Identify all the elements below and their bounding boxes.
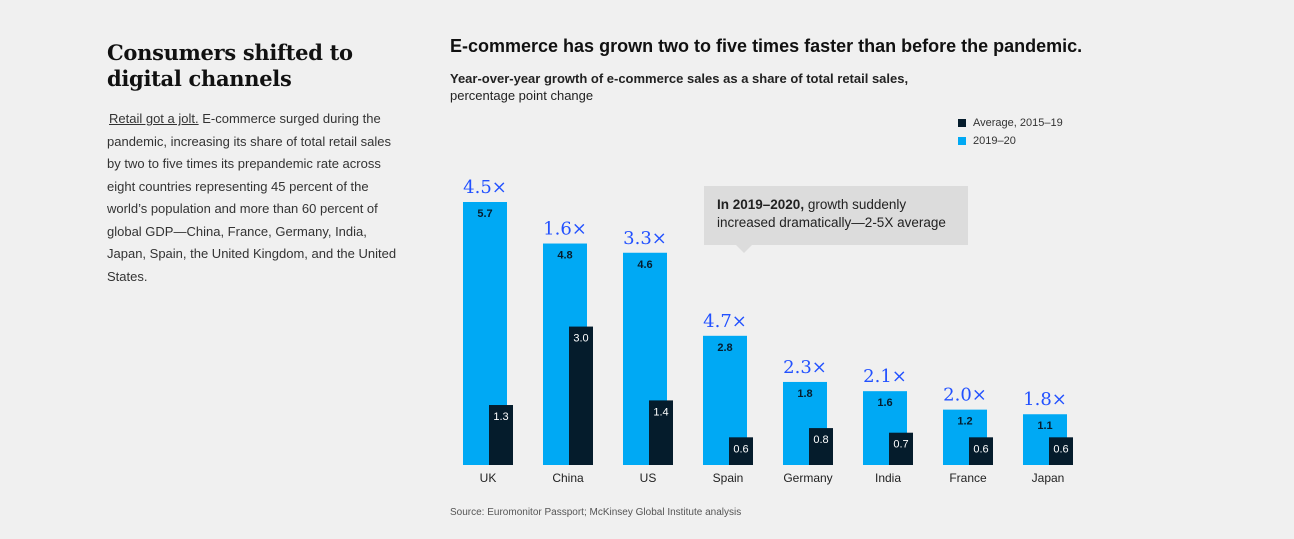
chart-subtitle-bold: Year-over-year growth of e-commerce sale… xyxy=(450,71,909,86)
value-label-average: 0.6 xyxy=(733,443,748,455)
chart-title: E-commerce has grown two to five times f… xyxy=(450,36,1083,56)
bar-average-us xyxy=(649,400,673,465)
value-label-recent: 1.6 xyxy=(877,397,892,409)
callout-box: In 2019–2020, growth suddenly increased … xyxy=(704,186,968,253)
callout-arrow xyxy=(736,245,752,253)
bar-average-india xyxy=(889,432,913,465)
callout-bold: In 2019–2020, xyxy=(717,197,805,212)
intro-panel: Consumers shifted to digital channels Re… xyxy=(107,40,407,288)
value-label-recent: 4.6 xyxy=(637,259,652,271)
legend-label-average: Average, 2015–19 xyxy=(973,117,1063,129)
bar-chart: 5.7 1.3 4.5× UK 4.8 3.0 1.6× China 4.6 1.4 3.3× US 2… xyxy=(463,177,1073,485)
bar-average-japan xyxy=(1049,437,1073,465)
value-label-average: 1.4 xyxy=(653,406,668,418)
source-note: Source: Euromonitor Passport; McKinsey G… xyxy=(450,507,742,518)
callout-text: growth suddenly increased dramatically—2… xyxy=(717,197,946,230)
bar-average-germany xyxy=(809,428,833,465)
value-label-average: 0.7 xyxy=(893,439,908,451)
value-label-recent: 1.8 xyxy=(797,388,812,400)
legend-label-recent: 2019–20 xyxy=(973,135,1016,147)
legend-swatch-recent xyxy=(958,137,966,145)
multiplier-label: 2.0× xyxy=(943,385,987,406)
multiplier-label: 3.3× xyxy=(623,228,667,249)
bar-average-france xyxy=(969,437,993,465)
x-tick-label: Japan xyxy=(1032,471,1065,485)
value-label-average: 3.0 xyxy=(573,333,588,345)
x-tick-label: China xyxy=(552,471,584,485)
bar-average-china xyxy=(569,326,593,465)
value-label-average: 0.6 xyxy=(1053,443,1068,455)
multiplier-label: 4.5× xyxy=(463,177,507,198)
legend-item-recent: 2019–20 xyxy=(958,132,1063,150)
multiplier-label: 1.6× xyxy=(543,219,587,240)
chart-legend: Average, 2015–19 2019–20 xyxy=(958,114,1063,150)
x-tick-label: Germany xyxy=(783,471,832,485)
value-label-average: 0.6 xyxy=(973,443,988,455)
value-label-recent: 2.8 xyxy=(717,342,732,354)
x-tick-label: France xyxy=(949,471,987,485)
multiplier-label: 1.8× xyxy=(1023,389,1067,410)
legend-item-average: Average, 2015–19 xyxy=(958,114,1063,132)
value-label-recent: 1.1 xyxy=(1037,420,1052,432)
x-tick-label: UK xyxy=(480,471,497,485)
chart-subtitle-rest: percentage point change xyxy=(450,88,594,103)
intro-text: E-commerce surged during the pandemic, i… xyxy=(107,111,397,284)
bar-average-uk xyxy=(489,405,513,465)
value-label-average: 0.8 xyxy=(813,434,828,446)
multiplier-label: 2.1× xyxy=(863,366,907,387)
value-label-average: 1.3 xyxy=(493,411,508,423)
bar-average-spain xyxy=(729,437,753,465)
intro-body: Retail got a jolt. E-commerce surged dur… xyxy=(107,108,407,288)
intro-title: Consumers shifted to digital channels xyxy=(107,40,353,91)
intro-lead[interactable]: Retail got a jolt. xyxy=(109,111,199,126)
x-tick-label: India xyxy=(875,471,901,485)
value-label-recent: 4.8 xyxy=(557,250,572,262)
value-label-recent: 5.7 xyxy=(477,208,492,220)
legend-swatch-average xyxy=(958,119,966,127)
x-tick-label: US xyxy=(640,471,657,485)
value-label-recent: 1.2 xyxy=(957,416,972,428)
x-tick-label: Spain xyxy=(713,471,744,485)
multiplier-label: 2.3× xyxy=(783,357,827,378)
multiplier-label: 4.7× xyxy=(703,311,747,332)
chart-subtitle: Year-over-year growth of e-commerce sale… xyxy=(450,70,908,104)
